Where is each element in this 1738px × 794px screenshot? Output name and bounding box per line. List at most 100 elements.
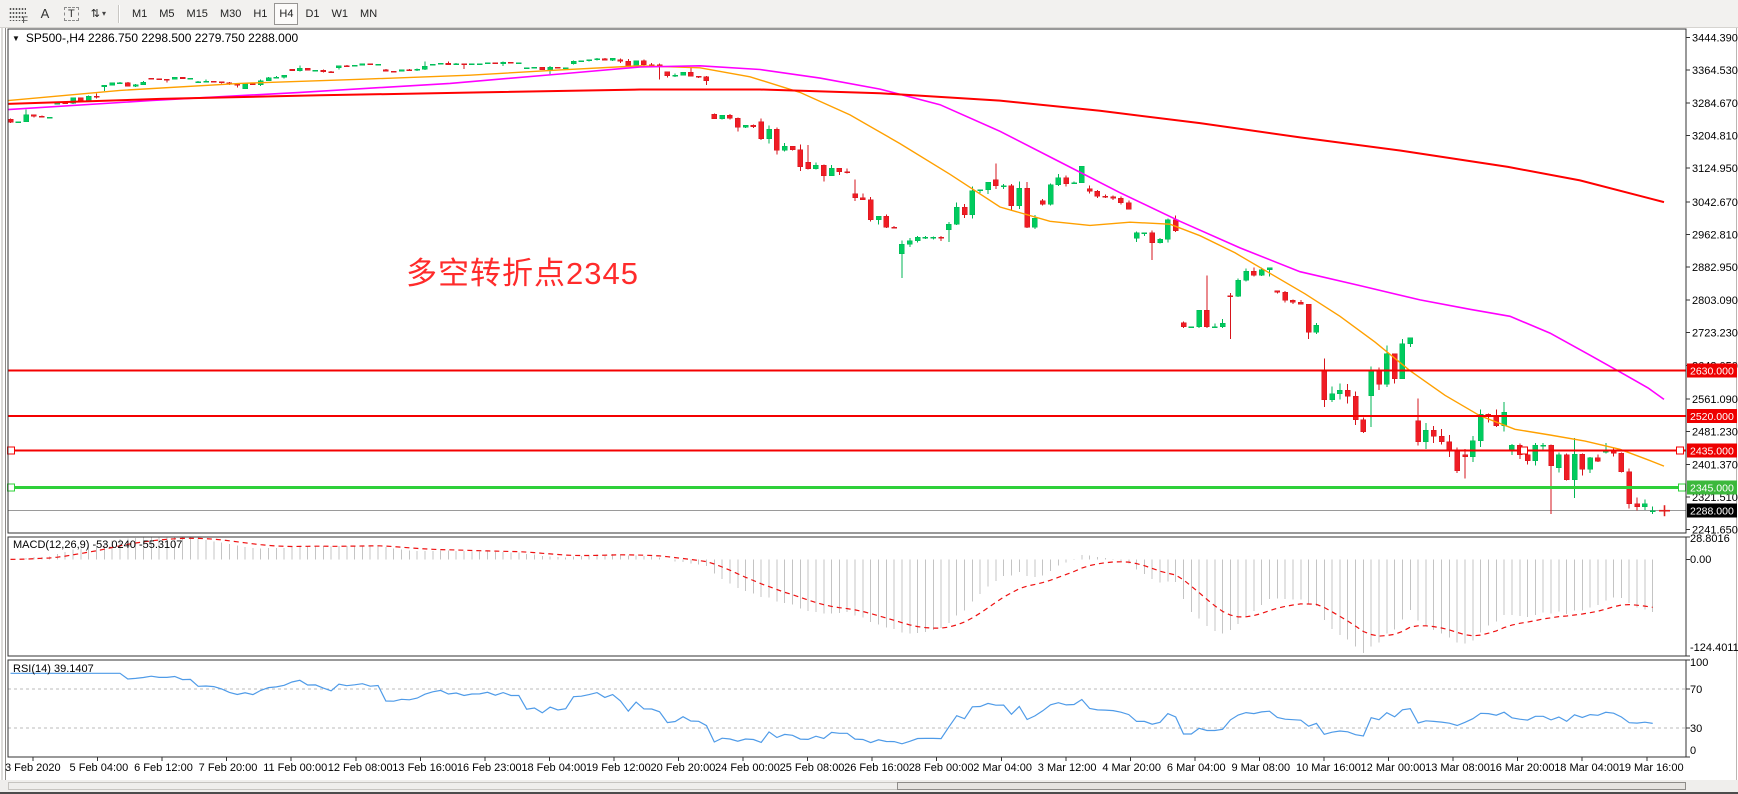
fibonacci-tool-button[interactable]: F bbox=[4, 3, 31, 25]
svg-text:0: 0 bbox=[1690, 745, 1696, 757]
rsi-label: RSI(14) 39.1407 bbox=[13, 663, 94, 675]
svg-text:18 Feb 04:00: 18 Feb 04:00 bbox=[521, 762, 586, 774]
price-badge: 2345.000 bbox=[1687, 480, 1737, 495]
svg-text:3204.810: 3204.810 bbox=[1692, 130, 1738, 142]
svg-text:2321.510: 2321.510 bbox=[1692, 492, 1738, 504]
rsi-pane-content bbox=[8, 672, 1686, 745]
svg-text:-124.4011: -124.4011 bbox=[1690, 642, 1738, 654]
chart-scrollbar[interactable] bbox=[0, 780, 1738, 794]
svg-text:7 Feb 20:00: 7 Feb 20:00 bbox=[199, 762, 258, 774]
svg-text:3 Feb 2020: 3 Feb 2020 bbox=[5, 762, 61, 774]
svg-text:19 Feb 12:00: 19 Feb 12:00 bbox=[586, 762, 651, 774]
svg-text:0.00: 0.00 bbox=[1690, 554, 1711, 566]
price-badge: 2288.000 bbox=[1687, 503, 1737, 518]
svg-text:2401.370: 2401.370 bbox=[1692, 459, 1738, 471]
svg-text:2288.000: 2288.000 bbox=[1690, 506, 1734, 518]
arrows-tool-button[interactable]: ⇅ ▾ bbox=[86, 3, 111, 25]
svg-text:2241.650: 2241.650 bbox=[1692, 525, 1738, 537]
horizontal-lines[interactable] bbox=[7, 369, 1687, 492]
svg-text:16 Mar 20:00: 16 Mar 20:00 bbox=[1490, 762, 1555, 774]
ma-medium-line bbox=[7, 64, 1665, 401]
chart-title-text: SP500-,H4 2286.750 2298.500 2279.750 228… bbox=[25, 31, 299, 45]
svg-text:4 Mar 20:00: 4 Mar 20:00 bbox=[1102, 762, 1161, 774]
svg-text:2723.230: 2723.230 bbox=[1692, 328, 1738, 340]
collapse-triangle-icon[interactable]: ▼ bbox=[12, 33, 20, 43]
svg-text:2630.000: 2630.000 bbox=[1690, 366, 1734, 378]
svg-text:18 Mar 04:00: 18 Mar 04:00 bbox=[1554, 762, 1619, 774]
svg-text:2435.000: 2435.000 bbox=[1690, 446, 1734, 458]
svg-text:2803.090: 2803.090 bbox=[1692, 295, 1738, 307]
macd-label: MACD(12,26,9) -53.0240 -55.3107 bbox=[13, 539, 183, 551]
scrollbar-thumb[interactable] bbox=[897, 782, 1686, 790]
svg-text:70: 70 bbox=[1690, 684, 1702, 696]
svg-text:100: 100 bbox=[1690, 657, 1708, 669]
svg-text:3444.390: 3444.390 bbox=[1692, 32, 1738, 44]
ma-fast-line bbox=[7, 65, 1665, 467]
svg-text:2481.230: 2481.230 bbox=[1692, 427, 1738, 439]
ma-slow-line bbox=[7, 88, 1665, 204]
svg-text:3124.950: 3124.950 bbox=[1692, 163, 1738, 175]
svg-text:3284.670: 3284.670 bbox=[1692, 98, 1738, 110]
macd-signal-line bbox=[10, 537, 1653, 637]
timeframe-button-M15[interactable]: M15 bbox=[182, 3, 213, 25]
text-label-tool-button[interactable]: T bbox=[59, 3, 84, 25]
toolbar: F A T ⇅ ▾ M1 M5 M15 M30 H1 H4 D1 W1 MN bbox=[0, 0, 1738, 28]
macd-histogram bbox=[17, 537, 1654, 653]
hline-handle[interactable] bbox=[7, 483, 15, 492]
svg-text:16 Feb 23:00: 16 Feb 23:00 bbox=[457, 762, 522, 774]
chevron-down-icon: ▾ bbox=[101, 9, 106, 18]
price-axis: 3444.390 3364.530 3284.670 3204.810 3124.950… bbox=[1686, 32, 1738, 537]
svg-text:30: 30 bbox=[1690, 723, 1702, 735]
annotation-text[interactable]: 多空转折点2345 bbox=[406, 256, 639, 291]
macd-signal bbox=[10, 537, 1653, 637]
svg-text:9 Mar 08:00: 9 Mar 08:00 bbox=[1231, 762, 1290, 774]
timeframe-button-W1[interactable]: W1 bbox=[327, 3, 354, 25]
svg-text:28.8016: 28.8016 bbox=[1690, 533, 1730, 545]
svg-text:12 Mar 00:00: 12 Mar 00:00 bbox=[1361, 762, 1426, 774]
last-price-marker bbox=[1659, 505, 1670, 517]
timeframe-button-MN[interactable]: MN bbox=[355, 3, 382, 25]
chart-title: ▼ SP500-,H4 2286.750 2298.500 2279.750 2… bbox=[12, 31, 298, 45]
hline-handle[interactable] bbox=[1678, 483, 1686, 492]
hline-handle[interactable] bbox=[1520, 446, 1528, 455]
svg-text:5 Feb 04:00: 5 Feb 04:00 bbox=[70, 762, 129, 774]
timeframe-button-H1[interactable]: H1 bbox=[248, 3, 272, 25]
svg-text:10 Mar 16:00: 10 Mar 16:00 bbox=[1296, 762, 1361, 774]
price-badge: 2435.000 bbox=[1687, 443, 1737, 458]
text-label-icon: T bbox=[64, 6, 79, 21]
timeframe-button-M5[interactable]: M5 bbox=[154, 3, 179, 25]
svg-text:12 Feb 08:00: 12 Feb 08:00 bbox=[328, 762, 393, 774]
svg-text:13 Feb 16:00: 13 Feb 16:00 bbox=[392, 762, 457, 774]
svg-text:3 Mar 12:00: 3 Mar 12:00 bbox=[1038, 762, 1097, 774]
svg-text:25 Feb 08:00: 25 Feb 08:00 bbox=[780, 762, 845, 774]
svg-text:2962.810: 2962.810 bbox=[1692, 230, 1738, 242]
svg-text:26 Feb 16:00: 26 Feb 16:00 bbox=[844, 762, 909, 774]
ma-slow bbox=[7, 88, 1665, 204]
fibonacci-icon: F bbox=[9, 6, 28, 25]
timeframe-group: M1 M5 M15 M30 H1 H4 D1 W1 MN bbox=[126, 2, 383, 25]
timeframe-button-M30[interactable]: M30 bbox=[215, 3, 246, 25]
svg-text:20 Feb 20:00: 20 Feb 20:00 bbox=[651, 762, 716, 774]
time-axis[interactable]: 3 Feb 2020 5 Feb 04:00 6 Feb 12:00 7 Feb 20… bbox=[5, 757, 1684, 774]
svg-text:24 Feb 00:00: 24 Feb 00:00 bbox=[715, 762, 780, 774]
ma-medium bbox=[7, 64, 1665, 401]
price-badge: 2630.000 bbox=[1687, 363, 1737, 378]
hline-handle[interactable] bbox=[7, 446, 15, 455]
svg-text:2520.000: 2520.000 bbox=[1690, 411, 1734, 423]
svg-text:28 Feb 00:00: 28 Feb 00:00 bbox=[909, 762, 974, 774]
text-icon: A bbox=[40, 6, 50, 21]
macd-axis: 28.8016 0.00 -124.4011 bbox=[1686, 533, 1738, 657]
timeframe-button-M1[interactable]: M1 bbox=[127, 3, 152, 25]
toolbar-separator bbox=[117, 4, 120, 23]
text-tool-button[interactable]: A bbox=[33, 3, 57, 25]
rsi-line bbox=[10, 672, 1653, 745]
svg-text:2 Mar 04:00: 2 Mar 04:00 bbox=[973, 762, 1032, 774]
hline-handle[interactable] bbox=[1676, 446, 1684, 455]
svg-text:6 Mar 04:00: 6 Mar 04:00 bbox=[1167, 762, 1226, 774]
timeframe-button-H4[interactable]: H4 bbox=[274, 2, 299, 25]
price-badge: 2520.000 bbox=[1687, 408, 1737, 423]
arrows-icon: ⇅ bbox=[90, 8, 100, 20]
svg-text:3364.530: 3364.530 bbox=[1692, 65, 1738, 77]
timeframe-button-D1[interactable]: D1 bbox=[300, 3, 324, 25]
